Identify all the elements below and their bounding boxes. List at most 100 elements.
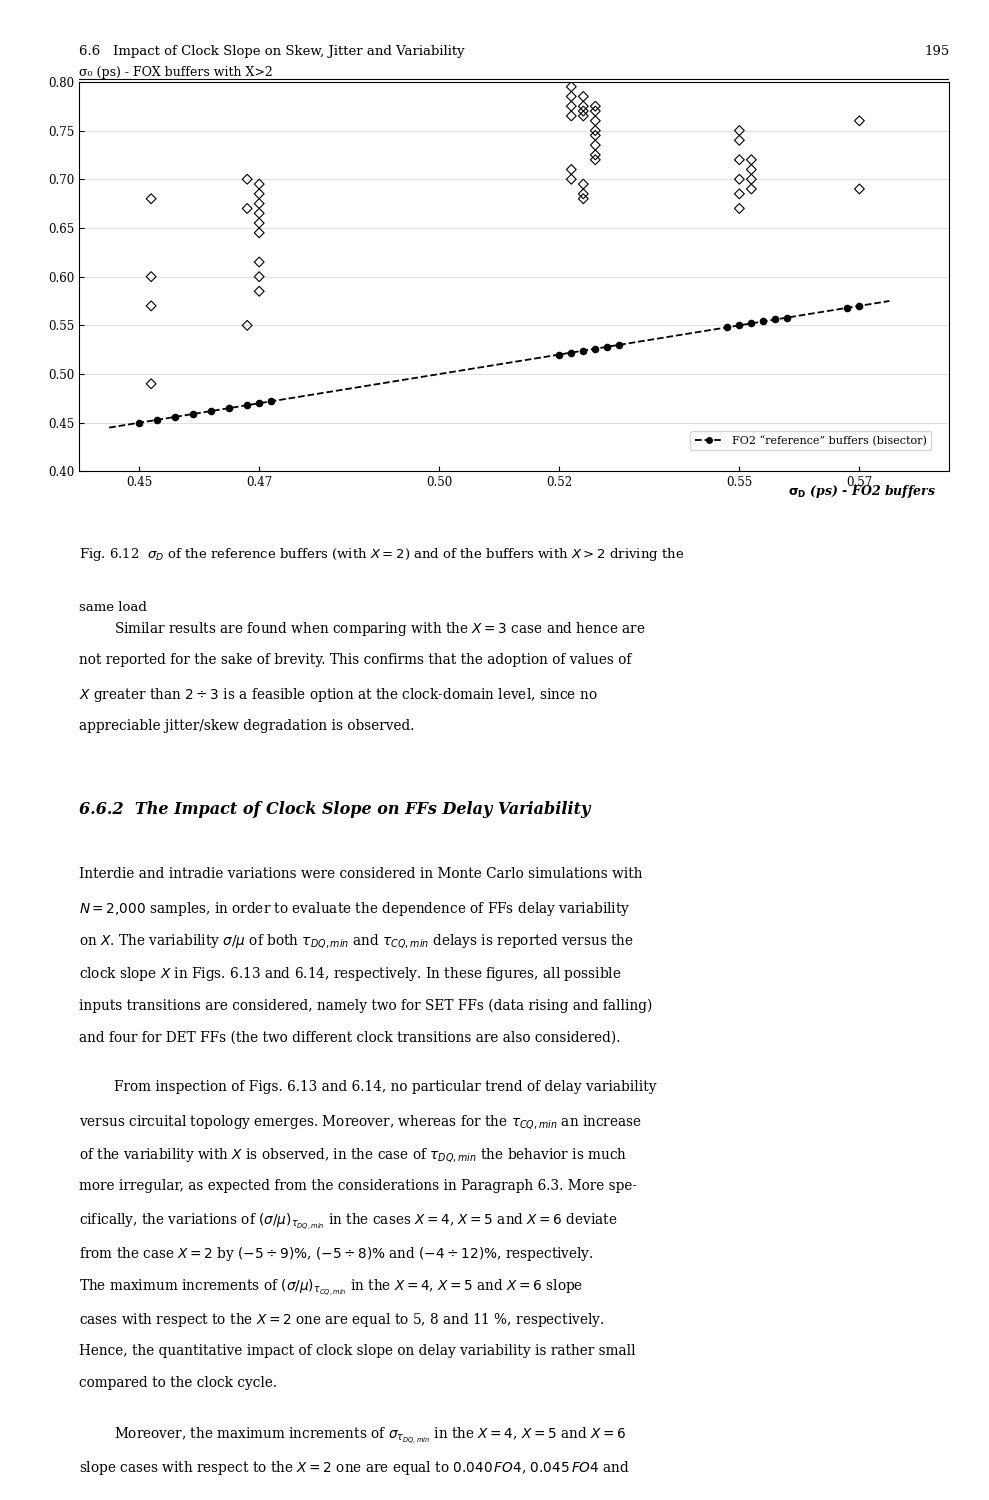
- Text: clock slope $X$ in Figs. 6.13 and 6.14, respectively. In these figures, all poss: clock slope $X$ in Figs. 6.13 and 6.14, …: [79, 966, 621, 984]
- Point: [756, 309, 771, 333]
- Point: [732, 148, 748, 172]
- Point: [251, 220, 267, 245]
- Point: [564, 75, 580, 99]
- Point: [587, 336, 603, 360]
- Point: [852, 177, 867, 201]
- Text: σ₀ (ps) - FOX buffers with X>2: σ₀ (ps) - FOX buffers with X>2: [79, 66, 273, 80]
- Text: Interdie and intradie variations were considered in Monte Carlo simulations with: Interdie and intradie variations were co…: [79, 867, 643, 880]
- Point: [587, 99, 603, 123]
- Point: [239, 166, 255, 190]
- Text: 6.6.2  The Impact of Clock Slope on FFs Delay Variability: 6.6.2 The Impact of Clock Slope on FFs D…: [79, 801, 590, 818]
- Point: [251, 211, 267, 236]
- Point: [251, 172, 267, 196]
- Point: [576, 182, 591, 206]
- Point: [251, 264, 267, 288]
- Text: versus circuital topology emerges. Moreover, whereas for the $\tau_{CQ,min}$ an : versus circuital topology emerges. Moreo…: [79, 1113, 642, 1131]
- Text: 6.6   Impact of Clock Slope on Skew, Jitter and Variability: 6.6 Impact of Clock Slope on Skew, Jitte…: [79, 45, 465, 58]
- Text: not reported for the sake of brevity. This confirms that the adoption of values : not reported for the sake of brevity. Th…: [79, 652, 632, 668]
- Text: $N = 2{,}000$ samples, in order to evaluate the dependence of FFs delay variabil: $N = 2{,}000$ samples, in order to evalu…: [79, 900, 631, 918]
- Point: [263, 390, 279, 414]
- Point: [576, 186, 591, 210]
- Text: Moreover, the maximum increments of $\sigma_{\tau_{DQ,min}}$ in the $X = 4$, $X : Moreover, the maximum increments of $\si…: [114, 1426, 626, 1446]
- Text: cases with respect to the $X = 2$ one are equal to 5, 8 and 11 %, respectively.: cases with respect to the $X = 2$ one ar…: [79, 1311, 604, 1329]
- Point: [732, 166, 748, 190]
- Text: of the variability with $X$ is observed, in the case of $\tau_{DQ,min}$ the beha: of the variability with $X$ is observed,…: [79, 1146, 627, 1164]
- Point: [239, 196, 255, 220]
- Legend: FO2 “reference” buffers (bisector): FO2 “reference” buffers (bisector): [690, 430, 931, 450]
- Point: [132, 411, 147, 435]
- Point: [587, 94, 603, 118]
- Point: [852, 294, 867, 318]
- Point: [744, 166, 760, 190]
- Point: [564, 94, 580, 118]
- Point: [251, 251, 267, 274]
- Point: [564, 340, 580, 364]
- Point: [564, 166, 580, 190]
- Point: [251, 201, 267, 225]
- Point: [852, 110, 867, 134]
- Point: [143, 372, 159, 396]
- Text: $\mathbf{\sigma_D}$ (ps) - FO2 buffers: $\mathbf{\sigma_D}$ (ps) - FO2 buffers: [788, 483, 937, 500]
- Point: [251, 392, 267, 416]
- Point: [744, 177, 760, 201]
- Point: [552, 342, 568, 366]
- Text: Hence, the quantitative impact of clock slope on delay variability is rather sma: Hence, the quantitative impact of clock …: [79, 1344, 636, 1358]
- Point: [251, 279, 267, 303]
- Text: cifically, the variations of $(\sigma/\mu)_{\tau_{DQ,min}}$ in the cases $X = 4$: cifically, the variations of $(\sigma/\m…: [79, 1212, 618, 1231]
- Point: [732, 314, 748, 338]
- Point: [744, 158, 760, 182]
- Point: [239, 393, 255, 417]
- Point: [744, 148, 760, 172]
- Point: [185, 402, 201, 426]
- Text: compared to the clock cycle.: compared to the clock cycle.: [79, 1377, 277, 1390]
- Text: on $X$. The variability $\sigma/\mu$ of both $\tau_{DQ,min}$ and $\tau_{CQ,min}$: on $X$. The variability $\sigma/\mu$ of …: [79, 933, 634, 951]
- Point: [576, 84, 591, 108]
- Point: [732, 196, 748, 220]
- Point: [732, 118, 748, 142]
- Text: $X$ greater than $2 \div 3$ is a feasible option at the clock-domain level, sinc: $X$ greater than $2 \div 3$ is a feasibl…: [79, 686, 597, 703]
- Point: [251, 182, 267, 206]
- Point: [564, 158, 580, 182]
- Point: [587, 118, 603, 142]
- Point: [767, 308, 783, 332]
- Text: from the case $X = 2$ by $(-5 \div 9)\%$, $(-5 \div 8)\%$ and $(-4 \div 12)\%$, : from the case $X = 2$ by $(-5 \div 9)\%$…: [79, 1245, 593, 1263]
- Point: [587, 134, 603, 158]
- Text: and four for DET FFs (the two different clock transitions are also considered).: and four for DET FFs (the two different …: [79, 1030, 621, 1045]
- Text: more irregular, as expected from the considerations in Paragraph 6.3. More spe-: more irregular, as expected from the con…: [79, 1179, 637, 1192]
- Point: [719, 315, 735, 339]
- Point: [587, 123, 603, 147]
- Point: [611, 333, 627, 357]
- Point: [732, 182, 748, 206]
- Text: inputs transitions are considered, namely two for SET FFs (data rising and falli: inputs transitions are considered, namel…: [79, 998, 653, 1012]
- Point: [167, 405, 183, 429]
- Text: Fig. 6.12  $\sigma_D$ of the reference buffers (with $X = 2$) and of the buffers: Fig. 6.12 $\sigma_D$ of the reference bu…: [79, 546, 684, 564]
- Text: slope cases with respect to the $X = 2$ one are equal to $0.040\,FO4$, $0.045\,F: slope cases with respect to the $X = 2$ …: [79, 1458, 630, 1476]
- Text: same load: same load: [79, 602, 147, 615]
- Point: [143, 264, 159, 288]
- Point: [576, 99, 591, 123]
- Text: 195: 195: [924, 45, 949, 58]
- Point: [587, 142, 603, 166]
- Point: [251, 192, 267, 216]
- Point: [576, 94, 591, 118]
- Point: [149, 408, 165, 432]
- Point: [732, 129, 748, 153]
- Point: [222, 396, 237, 420]
- Point: [587, 148, 603, 172]
- Point: [143, 186, 159, 210]
- Point: [239, 314, 255, 338]
- Point: [779, 306, 795, 330]
- Point: [576, 104, 591, 128]
- Point: [564, 104, 580, 128]
- Point: [576, 339, 591, 363]
- Point: [744, 312, 760, 336]
- Text: The maximum increments of $(\sigma/\mu)_{\tau_{CQ,min}}$ in the $X = 4$, $X = 5$: The maximum increments of $(\sigma/\mu)_…: [79, 1278, 584, 1298]
- Text: Similar results are found when comparing with the $X = 3$ case and hence are: Similar results are found when comparing…: [114, 620, 646, 638]
- Point: [587, 110, 603, 134]
- Point: [564, 84, 580, 108]
- Text: From inspection of Figs. 6.13 and 6.14, no particular trend of delay variability: From inspection of Figs. 6.13 and 6.14, …: [114, 1080, 657, 1095]
- Point: [840, 296, 855, 320]
- Point: [143, 294, 159, 318]
- Point: [204, 399, 220, 423]
- Point: [576, 172, 591, 196]
